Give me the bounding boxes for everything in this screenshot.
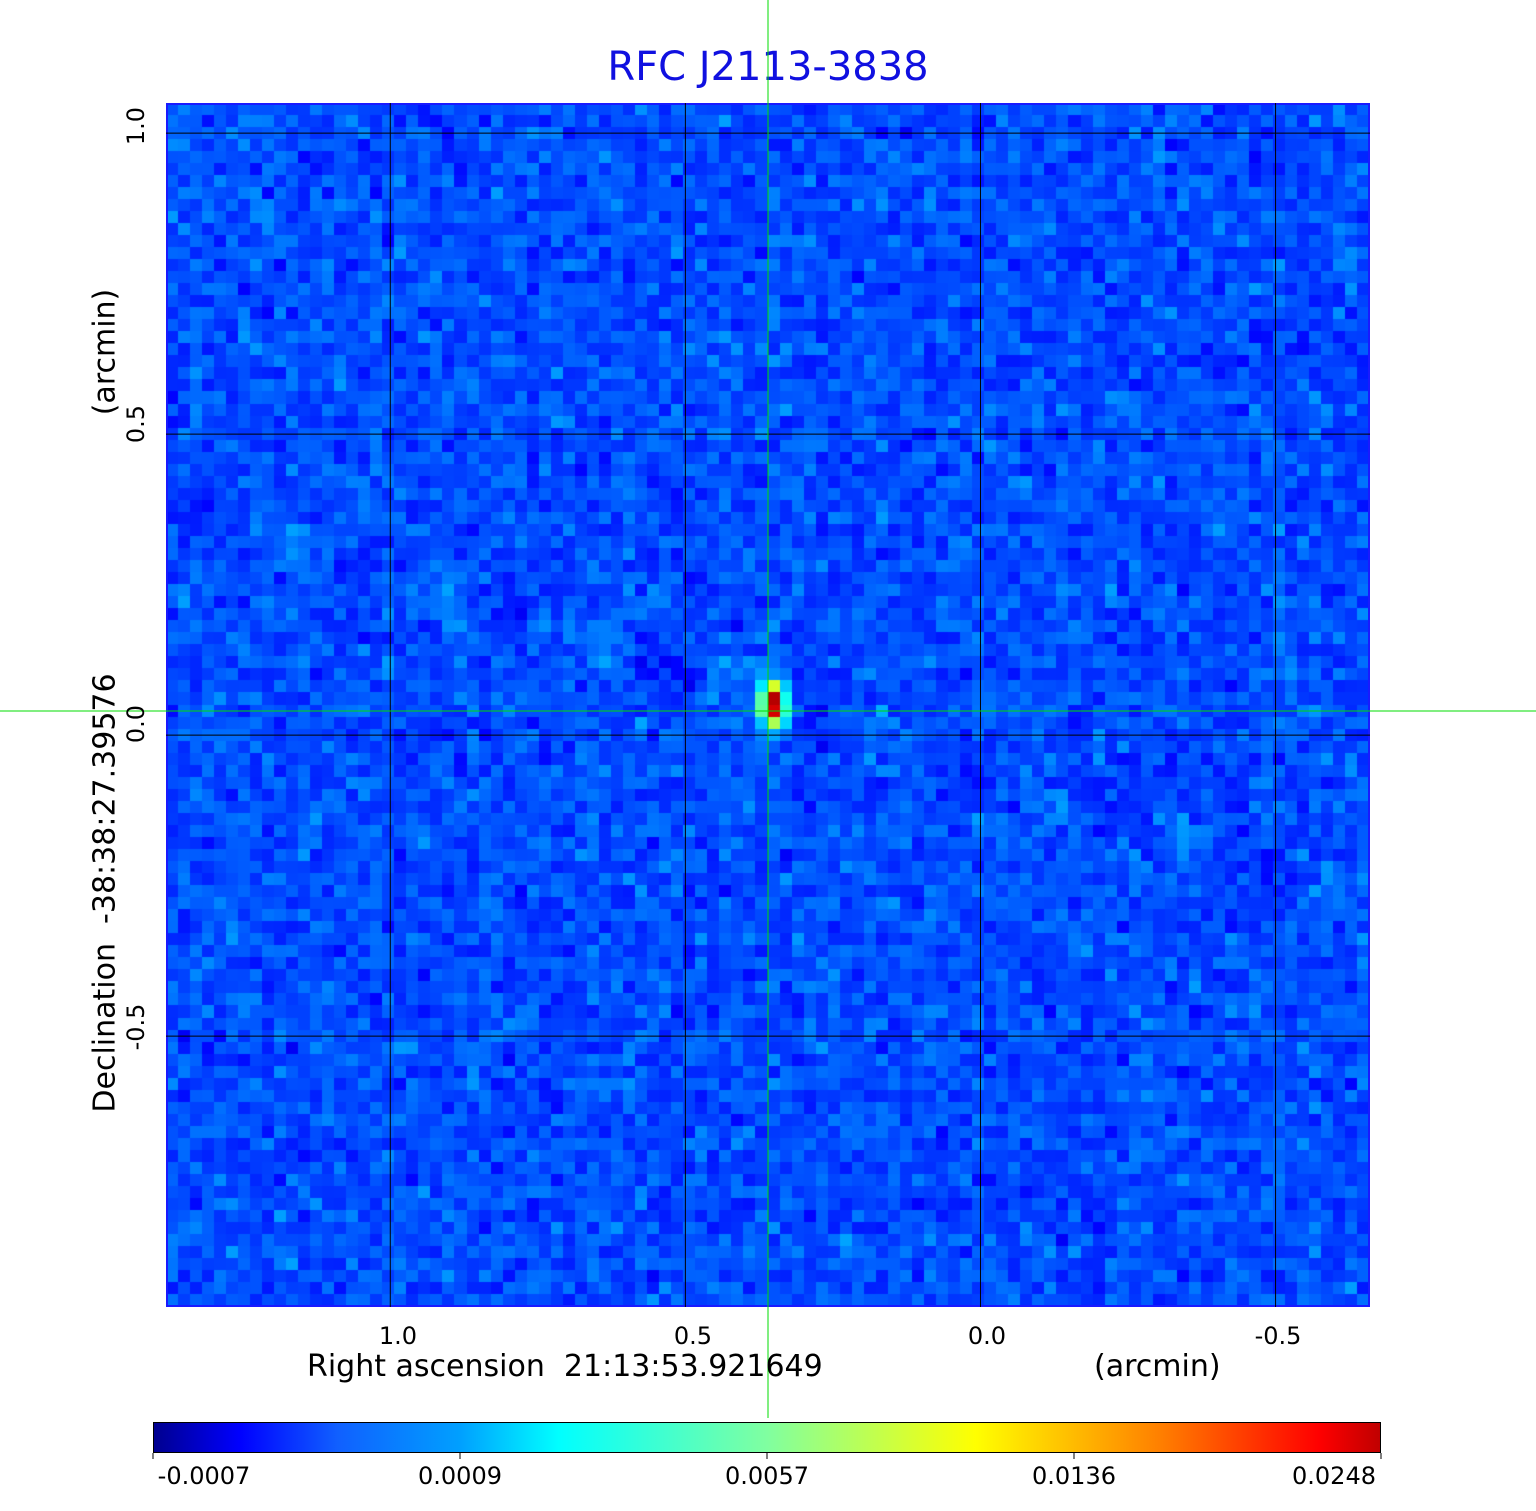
x-axis-unit: (arcmin) <box>1094 1349 1221 1384</box>
colorbar-tick-label: 0.0057 <box>725 1462 809 1490</box>
colorbar <box>153 1422 1381 1453</box>
x-axis-label: Right ascension 21:13:53.921649 <box>307 1349 823 1384</box>
x-tick-label: 1.0 <box>378 1322 418 1350</box>
y-tick-label: 0.0 <box>122 704 150 744</box>
x-tick-label: 0.0 <box>967 1322 1007 1350</box>
colorbar-tick-label: 0.0248 <box>1292 1462 1376 1490</box>
colorbar-tick-label: 0.0136 <box>1032 1462 1116 1490</box>
y-axis-unit: (arcmin) <box>87 288 123 416</box>
x-tick-label: -0.5 <box>1254 1322 1302 1350</box>
y-tick-label: 0.5 <box>122 404 150 444</box>
colorbar-tick-label: -0.0007 <box>157 1462 251 1490</box>
y-axis-label: Declination -38:38:27.39576 <box>87 673 123 1113</box>
y-tick-label: -0.5 <box>122 1003 150 1051</box>
colorbar-tick-label: 0.0009 <box>418 1462 502 1490</box>
x-tick-label: 0.5 <box>673 1322 713 1350</box>
y-tick-label: 1.0 <box>122 106 150 146</box>
